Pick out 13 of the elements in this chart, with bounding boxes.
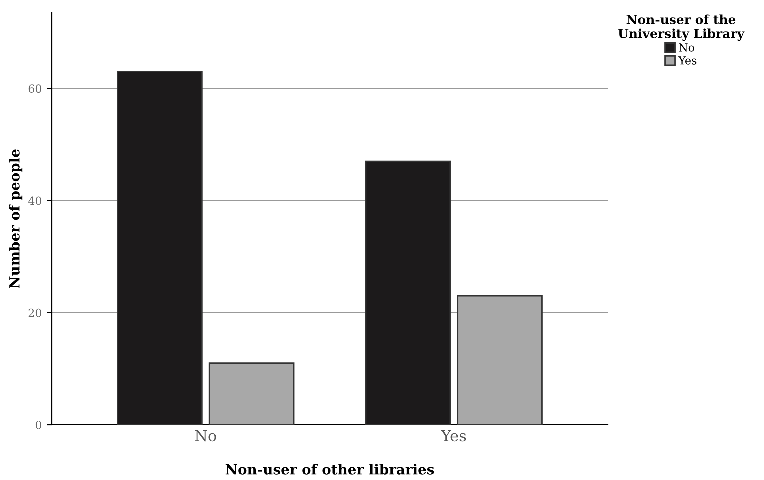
legend-label: Yes bbox=[678, 56, 697, 65]
y-tick-label: 40 bbox=[28, 196, 42, 206]
x-axis-title: Non-user of other libraries bbox=[226, 464, 434, 475]
bar bbox=[117, 71, 203, 425]
y-axis-title: Number of people bbox=[9, 150, 23, 288]
y-tick-label: 20 bbox=[28, 308, 42, 318]
y-tick-label: 0 bbox=[36, 420, 42, 430]
legend-label: No bbox=[679, 44, 694, 52]
bar bbox=[208, 362, 295, 425]
bar bbox=[457, 295, 543, 425]
y-tick-label: 60 bbox=[28, 84, 42, 94]
legend-title: Non-user of the University Library bbox=[618, 14, 745, 42]
bar bbox=[365, 160, 452, 425]
